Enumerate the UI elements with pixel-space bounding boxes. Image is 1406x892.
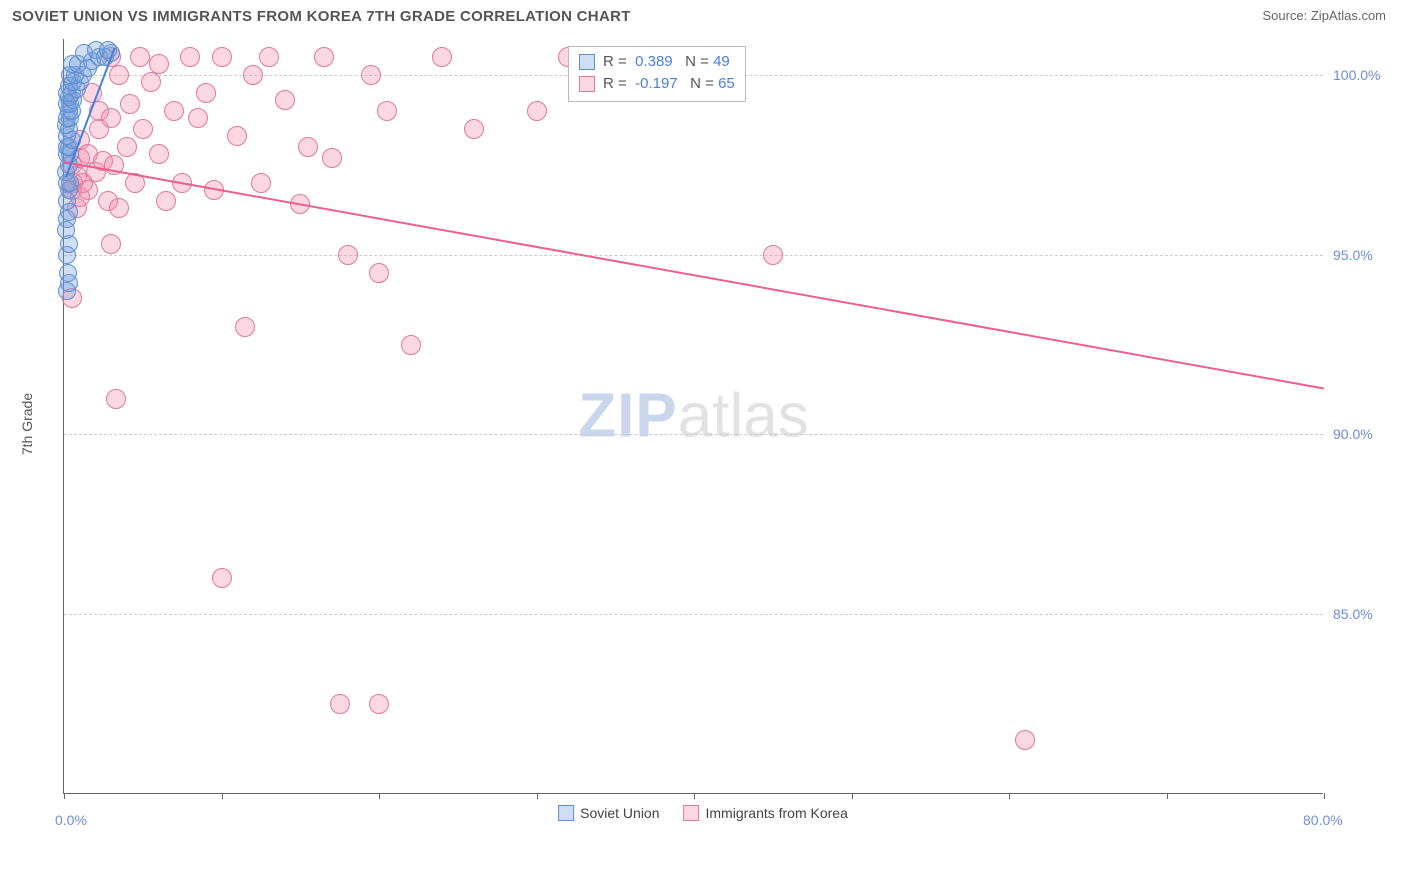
xtick-label: 80.0%: [1303, 812, 1343, 828]
data-point: [464, 119, 484, 139]
data-point: [298, 137, 318, 157]
data-point: [196, 83, 216, 103]
xtick: [64, 793, 65, 799]
data-point: [109, 65, 129, 85]
xtick: [1167, 793, 1168, 799]
data-point: [101, 108, 121, 128]
data-point: [322, 148, 342, 168]
data-point: [120, 94, 140, 114]
xtick: [694, 793, 695, 799]
data-point: [369, 694, 389, 714]
swatch-korea: [684, 805, 700, 821]
stats-text: R = -0.197 N = 65: [603, 73, 735, 95]
data-point: [227, 126, 247, 146]
ytick-label: 100.0%: [1333, 67, 1380, 83]
legend-item-soviet: Soviet Union: [558, 805, 659, 821]
data-point: [78, 180, 98, 200]
ytick-label: 90.0%: [1333, 426, 1373, 442]
data-point: [164, 101, 184, 121]
data-point: [59, 264, 77, 282]
stats-swatch: [579, 76, 595, 92]
data-point: [361, 65, 381, 85]
watermark: ZIPatlas: [578, 381, 808, 452]
chart-container: 7th Grade ZIPatlas R = 0.389 N = 49R = -…: [13, 29, 1393, 819]
gridline: [64, 614, 1323, 615]
xtick: [1009, 793, 1010, 799]
data-point: [101, 234, 121, 254]
y-axis-label: 7th Grade: [19, 393, 35, 455]
data-point: [251, 173, 271, 193]
source-label: Source: ZipAtlas.com: [1262, 8, 1386, 23]
stats-swatch: [579, 54, 595, 70]
xtick: [222, 793, 223, 799]
watermark-part1: ZIP: [578, 382, 677, 451]
data-point: [369, 263, 389, 283]
data-point: [1015, 730, 1035, 750]
ytick-label: 95.0%: [1333, 247, 1373, 263]
ytick-label: 85.0%: [1333, 606, 1373, 622]
xtick: [1324, 793, 1325, 799]
data-point: [106, 389, 126, 409]
data-point: [338, 245, 358, 265]
stats-row-soviet: R = 0.389 N = 49: [579, 51, 735, 73]
data-point: [377, 101, 397, 121]
data-point: [330, 694, 350, 714]
data-point: [117, 137, 137, 157]
data-point: [212, 568, 232, 588]
data-point: [275, 90, 295, 110]
data-point: [141, 72, 161, 92]
legend: Soviet Union Immigrants from Korea: [558, 805, 848, 821]
data-point: [130, 47, 150, 67]
data-point: [401, 335, 421, 355]
data-point: [527, 101, 547, 121]
legend-item-korea: Immigrants from Korea: [684, 805, 848, 821]
data-point: [180, 47, 200, 67]
legend-label-soviet: Soviet Union: [580, 805, 659, 821]
xtick: [379, 793, 380, 799]
data-point: [763, 245, 783, 265]
stats-box: R = 0.389 N = 49R = -0.197 N = 65: [568, 46, 746, 102]
xtick-label: 0.0%: [55, 812, 87, 828]
data-point: [235, 317, 255, 337]
stats-text: R = 0.389 N = 49: [603, 51, 730, 73]
swatch-soviet: [558, 805, 574, 821]
xtick: [852, 793, 853, 799]
data-point: [149, 144, 169, 164]
xtick: [537, 793, 538, 799]
data-point: [156, 191, 176, 211]
stats-row-korea: R = -0.197 N = 65: [579, 73, 735, 95]
data-point: [212, 47, 232, 67]
data-point: [432, 47, 452, 67]
data-point: [149, 54, 169, 74]
trend-line: [64, 161, 1324, 389]
data-point: [133, 119, 153, 139]
plot-area: ZIPatlas R = 0.389 N = 49R = -0.197 N = …: [63, 39, 1323, 794]
watermark-part2: atlas: [678, 382, 809, 451]
data-point: [109, 198, 129, 218]
gridline: [64, 434, 1323, 435]
data-point: [188, 108, 208, 128]
legend-label-korea: Immigrants from Korea: [706, 805, 848, 821]
chart-title: SOVIET UNION VS IMMIGRANTS FROM KOREA 7T…: [12, 8, 631, 25]
data-point: [314, 47, 334, 67]
data-point: [243, 65, 263, 85]
gridline: [64, 255, 1323, 256]
data-point: [259, 47, 279, 67]
